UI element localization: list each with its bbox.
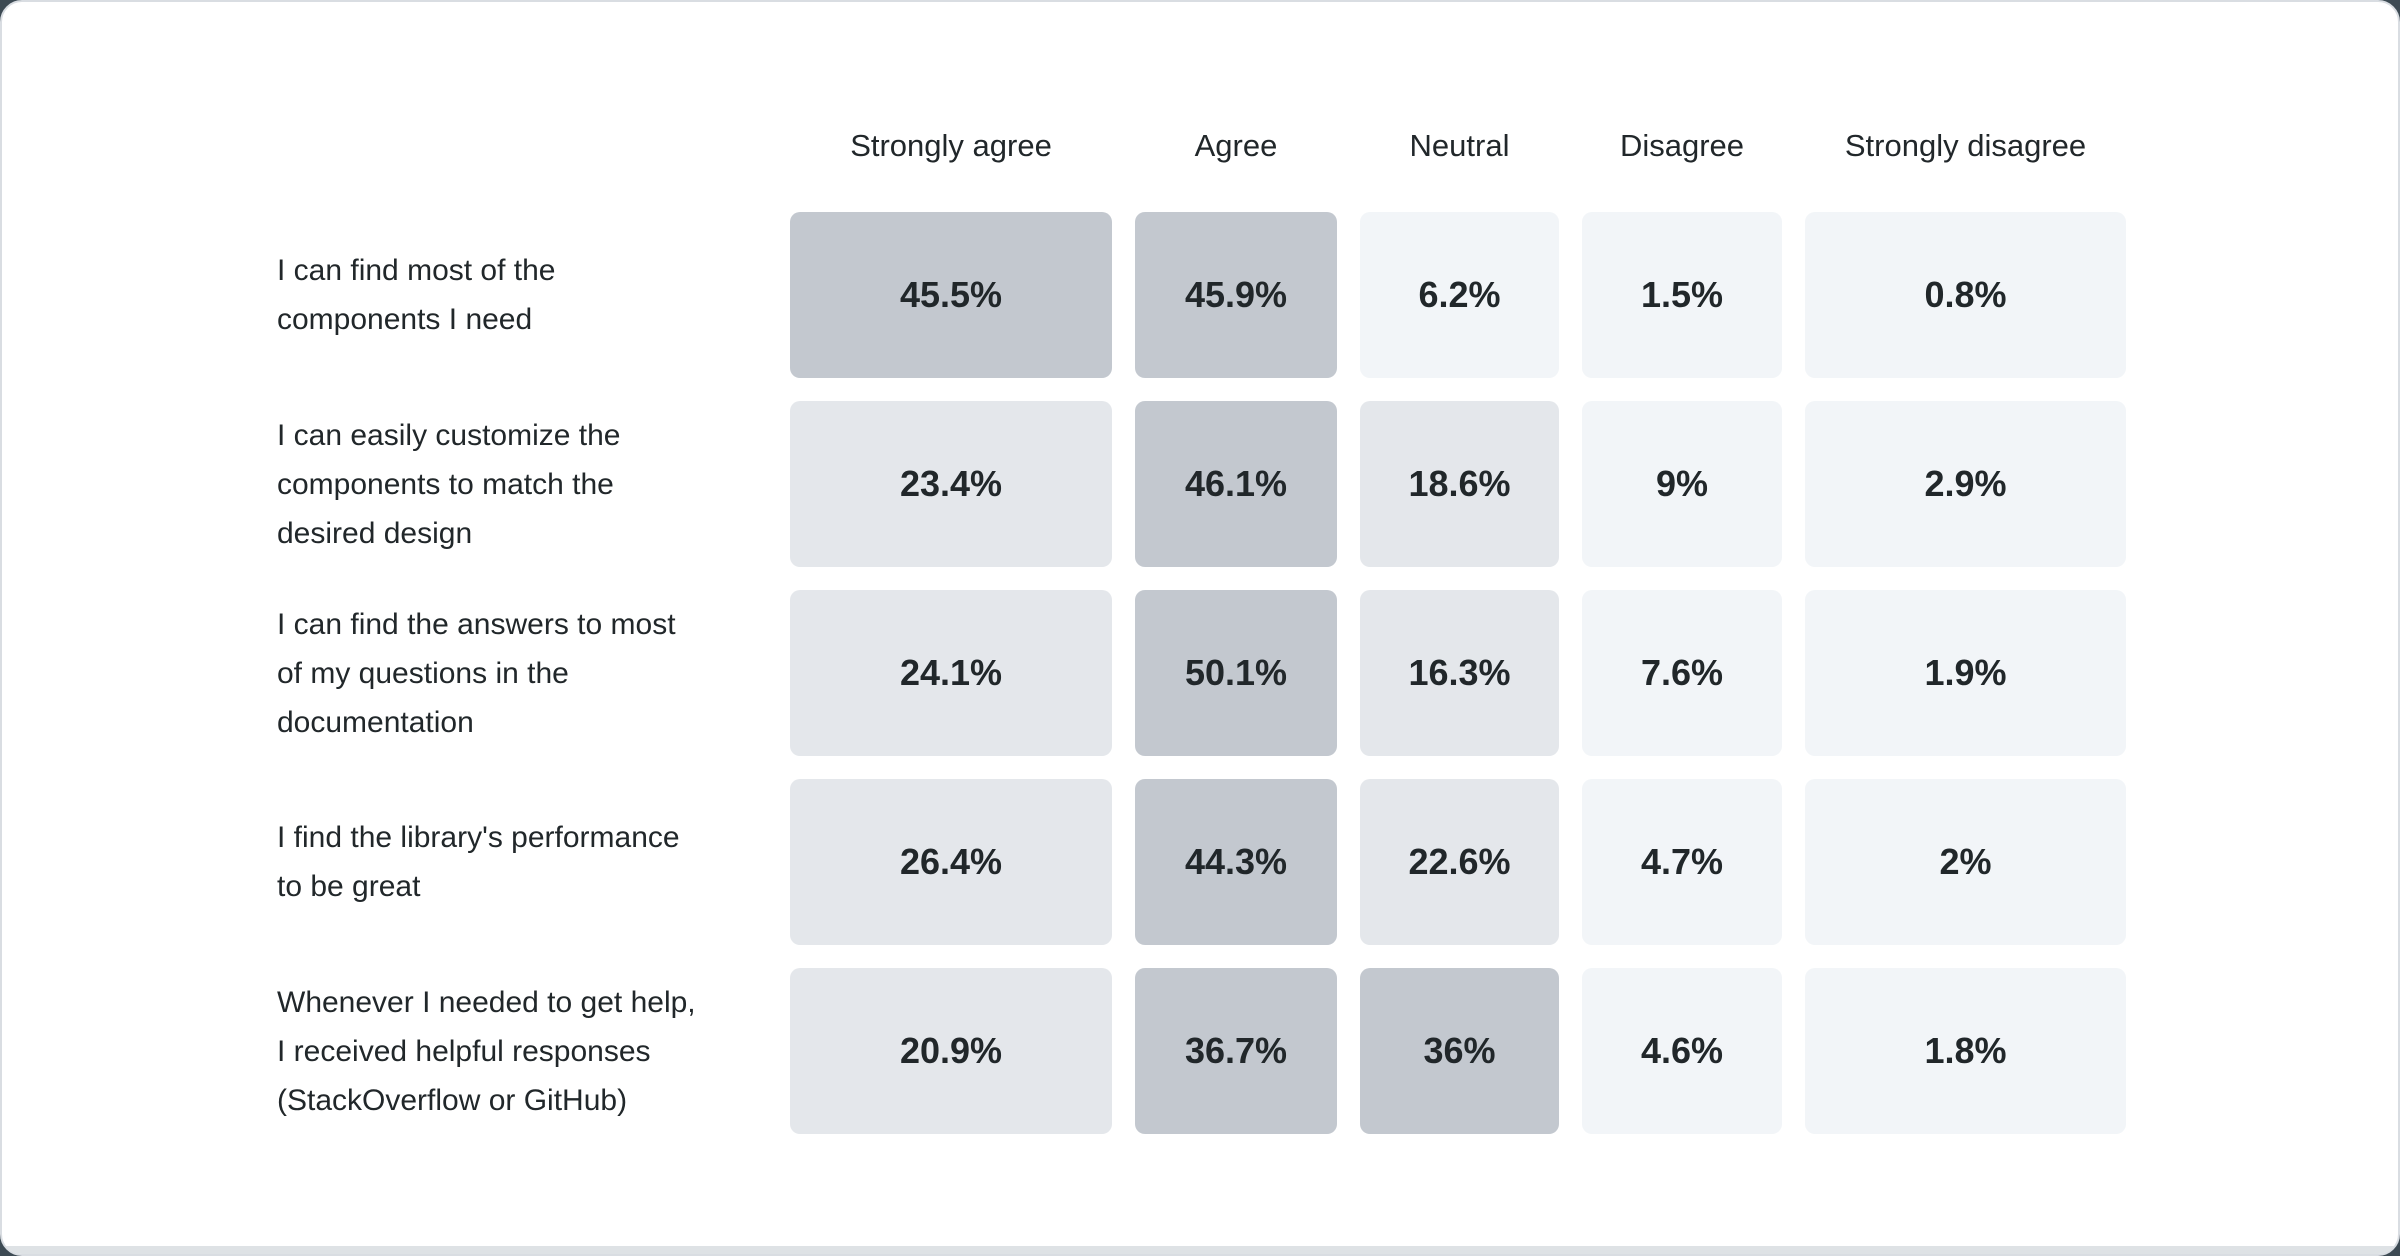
row-label: Whenever I needed to get help, I receive… bbox=[277, 985, 696, 1117]
heatmap-cell: 1.8% bbox=[1805, 968, 2126, 1134]
heatmap-cell: 4.6% bbox=[1582, 968, 1782, 1134]
column-header-disagree: Disagree bbox=[1619, 128, 1745, 163]
heatmap-cell: 16.3% bbox=[1360, 590, 1559, 756]
heatmap-cell: 45.9% bbox=[1135, 212, 1337, 378]
heatmap-cell: 4.7% bbox=[1582, 779, 1782, 945]
heatmap-cell: 45.5% bbox=[790, 212, 1112, 378]
heatmap-cell: 23.4% bbox=[790, 401, 1112, 567]
heatmap-cell: 24.1% bbox=[790, 590, 1112, 756]
heatmap-cell: 7.6% bbox=[1582, 590, 1782, 756]
heatmap-cell: 44.3% bbox=[1135, 779, 1337, 945]
heatmap-cell: 36.7% bbox=[1135, 968, 1337, 1134]
heatmap-cell: 0.8% bbox=[1805, 212, 2126, 378]
heatmap-cell: 2% bbox=[1805, 779, 2126, 945]
heatmap-cell: 50.1% bbox=[1135, 590, 1337, 756]
heatmap-cell: 1.9% bbox=[1805, 590, 2126, 756]
column-header-agree: Agree bbox=[1194, 128, 1278, 163]
row-label: I can easily customize the components to… bbox=[277, 418, 621, 550]
heatmap-cell: 6.2% bbox=[1360, 212, 1559, 378]
header-corner-spacer bbox=[277, 117, 767, 189]
heatmap-cell: 26.4% bbox=[790, 779, 1112, 945]
row-label: I can find the answers to most of my que… bbox=[277, 607, 676, 739]
heatmap-table: Strongly agree Agree Neutral Disagree Strong… bbox=[277, 117, 2126, 1134]
row-label: I find the library's performance to be g… bbox=[277, 821, 680, 903]
heatmap-cell: 22.6% bbox=[1360, 779, 1559, 945]
heatmap-cell: 36% bbox=[1360, 968, 1559, 1134]
bottom-strip bbox=[2, 1246, 2398, 1254]
heatmap-cell: 46.1% bbox=[1135, 401, 1337, 567]
row-label: I can find most of the components I need bbox=[277, 254, 556, 336]
column-header-strongly-disagree: Strongly disagree bbox=[1844, 128, 2087, 163]
column-header-neutral: Neutral bbox=[1409, 128, 1510, 163]
column-header-strongly-agree: Strongly agree bbox=[850, 128, 1052, 163]
heatmap-cell: 20.9% bbox=[790, 968, 1112, 1134]
heatmap-cell: 1.5% bbox=[1582, 212, 1782, 378]
heatmap-cell: 18.6% bbox=[1360, 401, 1559, 567]
heatmap-cell: 2.9% bbox=[1805, 401, 2126, 567]
heatmap-cell: 9% bbox=[1582, 401, 1782, 567]
